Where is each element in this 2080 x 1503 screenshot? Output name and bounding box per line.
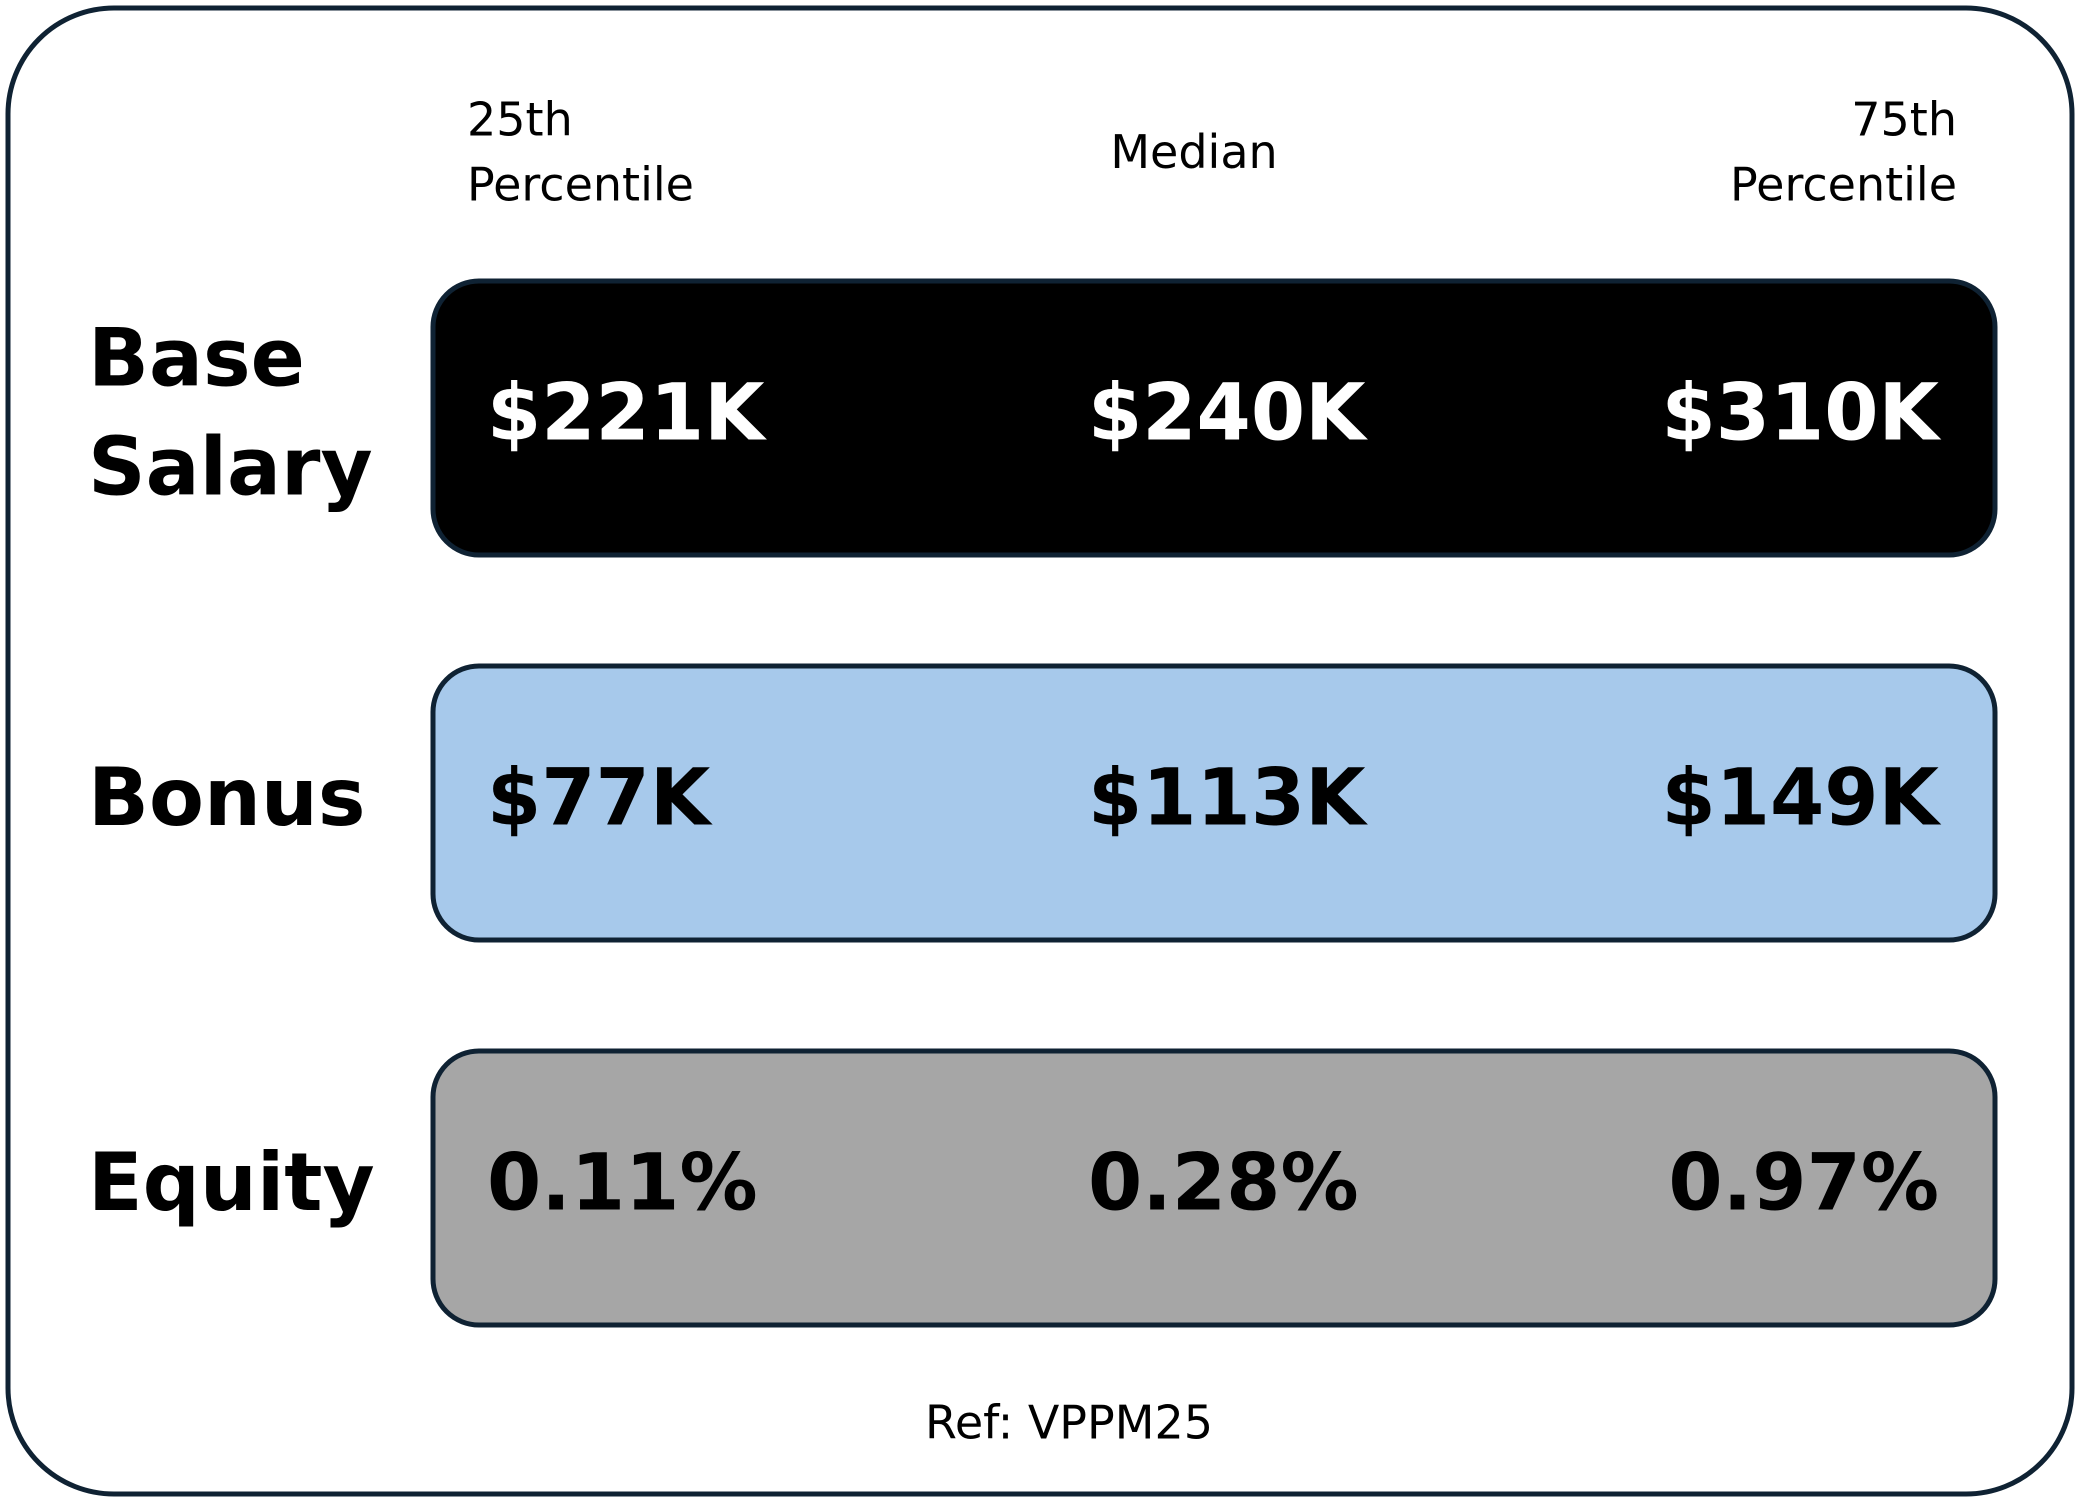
value: $221K — [487, 368, 767, 458]
value: 0.97% — [1668, 1138, 1939, 1228]
column-header-line: Median — [1110, 125, 1277, 179]
row-label-line: Base — [88, 311, 305, 404]
value: $113K — [1088, 753, 1368, 843]
row-label-line: Salary — [88, 420, 373, 513]
value: 0.11% — [487, 1138, 758, 1228]
column-header-line: Percentile — [1730, 157, 1957, 211]
column-header: 75th Percentile — [1730, 92, 1957, 211]
row-box — [430, 663, 1998, 943]
row-label: Equity — [88, 1136, 375, 1229]
column-header-line: Percentile — [467, 157, 694, 211]
column-header: Median — [1110, 125, 1277, 179]
column-header-line: 25th — [467, 92, 573, 146]
row-box — [430, 1048, 1998, 1328]
row-box — [430, 278, 1998, 558]
value: $310K — [1661, 368, 1941, 458]
value: $77K — [487, 753, 713, 843]
footer-ref: Ref: VPPM25 — [925, 1396, 1213, 1450]
value: 0.28% — [1088, 1138, 1359, 1228]
value: $149K — [1661, 753, 1941, 843]
column-header-line: 75th — [1851, 92, 1957, 146]
row: Bonus $77K $113K $149K — [88, 663, 1998, 943]
row-label-line: Bonus — [88, 751, 365, 844]
content: 25th Percentile Median 75th Percentile Base Sa… — [88, 92, 1998, 1450]
column-header: 25th Percentile — [467, 92, 694, 211]
row-label-line: Equity — [88, 1136, 375, 1229]
row-label: Base Salary — [88, 311, 373, 513]
row: Equity 0.11% 0.28% 0.97% — [88, 1048, 1998, 1328]
value: $240K — [1088, 368, 1368, 458]
row: Base Salary $221K $240K $310K — [88, 278, 1998, 558]
row-label: Bonus — [88, 751, 365, 844]
